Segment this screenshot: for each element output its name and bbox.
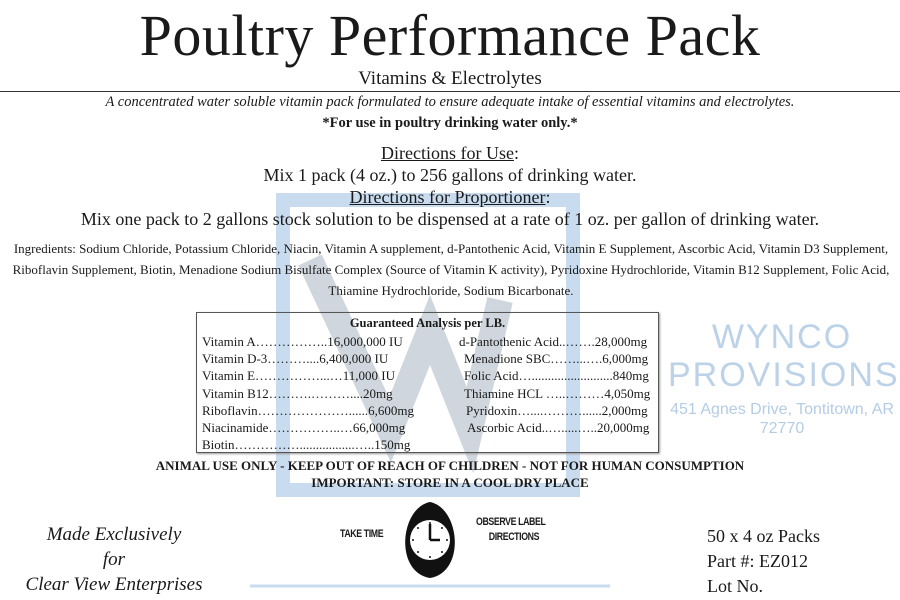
watermark-address: 451 Agnes Drive, Tontitown, AR 72770	[670, 401, 894, 437]
warning-line: IMPORTANT: STORE IN A COOL DRY PLACE	[311, 475, 589, 490]
clock-icon	[405, 502, 455, 578]
warning-line: ANIMAL USE ONLY - KEEP OUT OF REACH OF C…	[155, 458, 745, 473]
lot-number: Lot No.	[707, 576, 763, 596]
logo-line: OBSERVE LABEL	[476, 516, 546, 528]
warnings: ANIMAL USE ONLY - KEEP OUT OF REACH OF C…	[0, 457, 900, 491]
product-info: 50 x 4 oz Packs Part #: EZ012 Lot No.	[707, 524, 820, 599]
analysis-row: Pyridoxin…....………......2,000mg	[466, 402, 648, 418]
logo-line: DIRECTIONS	[488, 531, 540, 543]
part-number: Part #: EZ012	[707, 551, 808, 571]
heading-text: Directions for Proportioner	[349, 187, 546, 207]
heading-text: Directions for Use	[381, 143, 514, 163]
guaranteed-analysis-box: Guaranteed Analysis per LB. Vitamin A…………	[196, 312, 659, 453]
analysis-row: Biotin…………….................…..150mg	[202, 437, 411, 453]
made-line: Made Exclusively	[46, 524, 182, 545]
made-line: for	[102, 549, 126, 570]
take-time-logo: TAKE TIME OBSERVE LABEL DIRECTIONS	[340, 500, 570, 580]
logo-right-text: OBSERVE LABEL DIRECTIONS	[476, 516, 546, 543]
analysis-row: Niacinamide……………..…66,000mg	[202, 420, 406, 436]
analysis-row: Vitamin D-3………....6,400,000 IU	[202, 351, 389, 367]
analysis-right-column: d-Pantothenic Acid..…….28,000mg Menadion…	[459, 333, 650, 436]
description: A concentrated water soluble vitamin pac…	[105, 94, 795, 110]
directions-proportioner-text: Mix one pack to 2 gallons stock solution…	[80, 209, 820, 229]
analysis-left-column: Vitamin A……………..16,000,000 IU Vitamin D-…	[202, 333, 414, 453]
directions-proportioner-heading: Directions for Proportioner:	[349, 187, 551, 207]
divider	[0, 91, 900, 92]
analysis-row: Vitamin E……………...…11,000 IU	[202, 368, 396, 384]
analysis-heading: Guaranteed Analysis per LB.	[349, 316, 506, 330]
use-note: *For use in poultry drinking water only.…	[322, 115, 578, 131]
analysis-row: Folic Acid….........................840m…	[464, 368, 649, 384]
directions-use-heading: Directions for Use:	[381, 143, 519, 163]
subtitle: Vitamins & Electrolytes	[358, 68, 542, 89]
analysis-row: Riboflavin…………………......6,600mg	[202, 402, 414, 418]
ingredients: Ingredients: Sodium Chloride, Potassium …	[12, 241, 890, 298]
logo-left-text: TAKE TIME	[340, 528, 384, 540]
pack-size: 50 x 4 oz Packs	[707, 526, 820, 546]
analysis-row: Ascorbic Acid..….....…..20,000mg	[467, 420, 650, 436]
analysis-row: Thiamine HCL …..………4,050mg	[464, 385, 651, 401]
made-for: Made Exclusively for Clear View Enterpri…	[0, 522, 228, 597]
analysis-row: Vitamin B12……….………....20mg	[202, 385, 393, 401]
made-line: Clear View Enterprises	[25, 574, 203, 595]
analysis-row: Vitamin A……………..16,000,000 IU	[202, 334, 403, 349]
page-title: Poultry Performance Pack	[139, 3, 761, 68]
analysis-row: d-Pantothenic Acid..…….28,000mg	[459, 334, 648, 349]
watermark-name: WYNCO PROVISIONS	[668, 318, 900, 394]
directions-use-text: Mix 1 pack (4 oz.) to 256 gallons of dri…	[263, 165, 637, 185]
analysis-row: Menadione SBC……...….6,000mg	[464, 351, 649, 367]
